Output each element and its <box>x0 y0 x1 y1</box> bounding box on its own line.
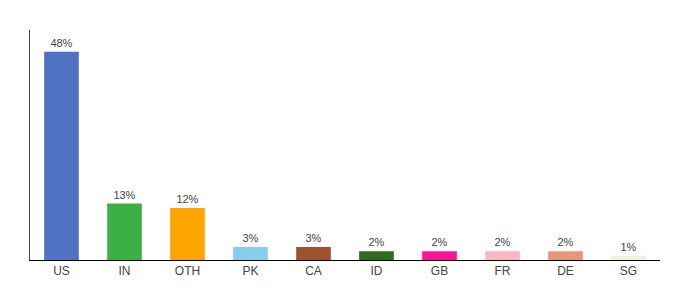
svg-text:DE: DE <box>557 264 574 278</box>
svg-text:1%: 1% <box>620 241 636 253</box>
svg-text:FR: FR <box>495 264 511 278</box>
svg-text:48%: 48% <box>50 37 72 49</box>
svg-text:IN: IN <box>119 264 131 278</box>
svg-text:2%: 2% <box>431 236 447 248</box>
svg-text:ID: ID <box>371 264 383 278</box>
svg-text:13%: 13% <box>113 189 135 201</box>
svg-text:PK: PK <box>242 264 258 278</box>
svg-text:2%: 2% <box>557 236 573 248</box>
svg-text:3%: 3% <box>242 232 258 244</box>
svg-text:3%: 3% <box>305 232 321 244</box>
svg-text:SG: SG <box>620 264 637 278</box>
svg-text:CA: CA <box>305 264 322 278</box>
svg-text:OTH: OTH <box>175 264 200 278</box>
svg-text:GB: GB <box>431 264 448 278</box>
svg-text:2%: 2% <box>494 236 510 248</box>
svg-text:2%: 2% <box>368 236 384 248</box>
svg-text:12%: 12% <box>176 193 198 205</box>
svg-text:US: US <box>53 264 70 278</box>
